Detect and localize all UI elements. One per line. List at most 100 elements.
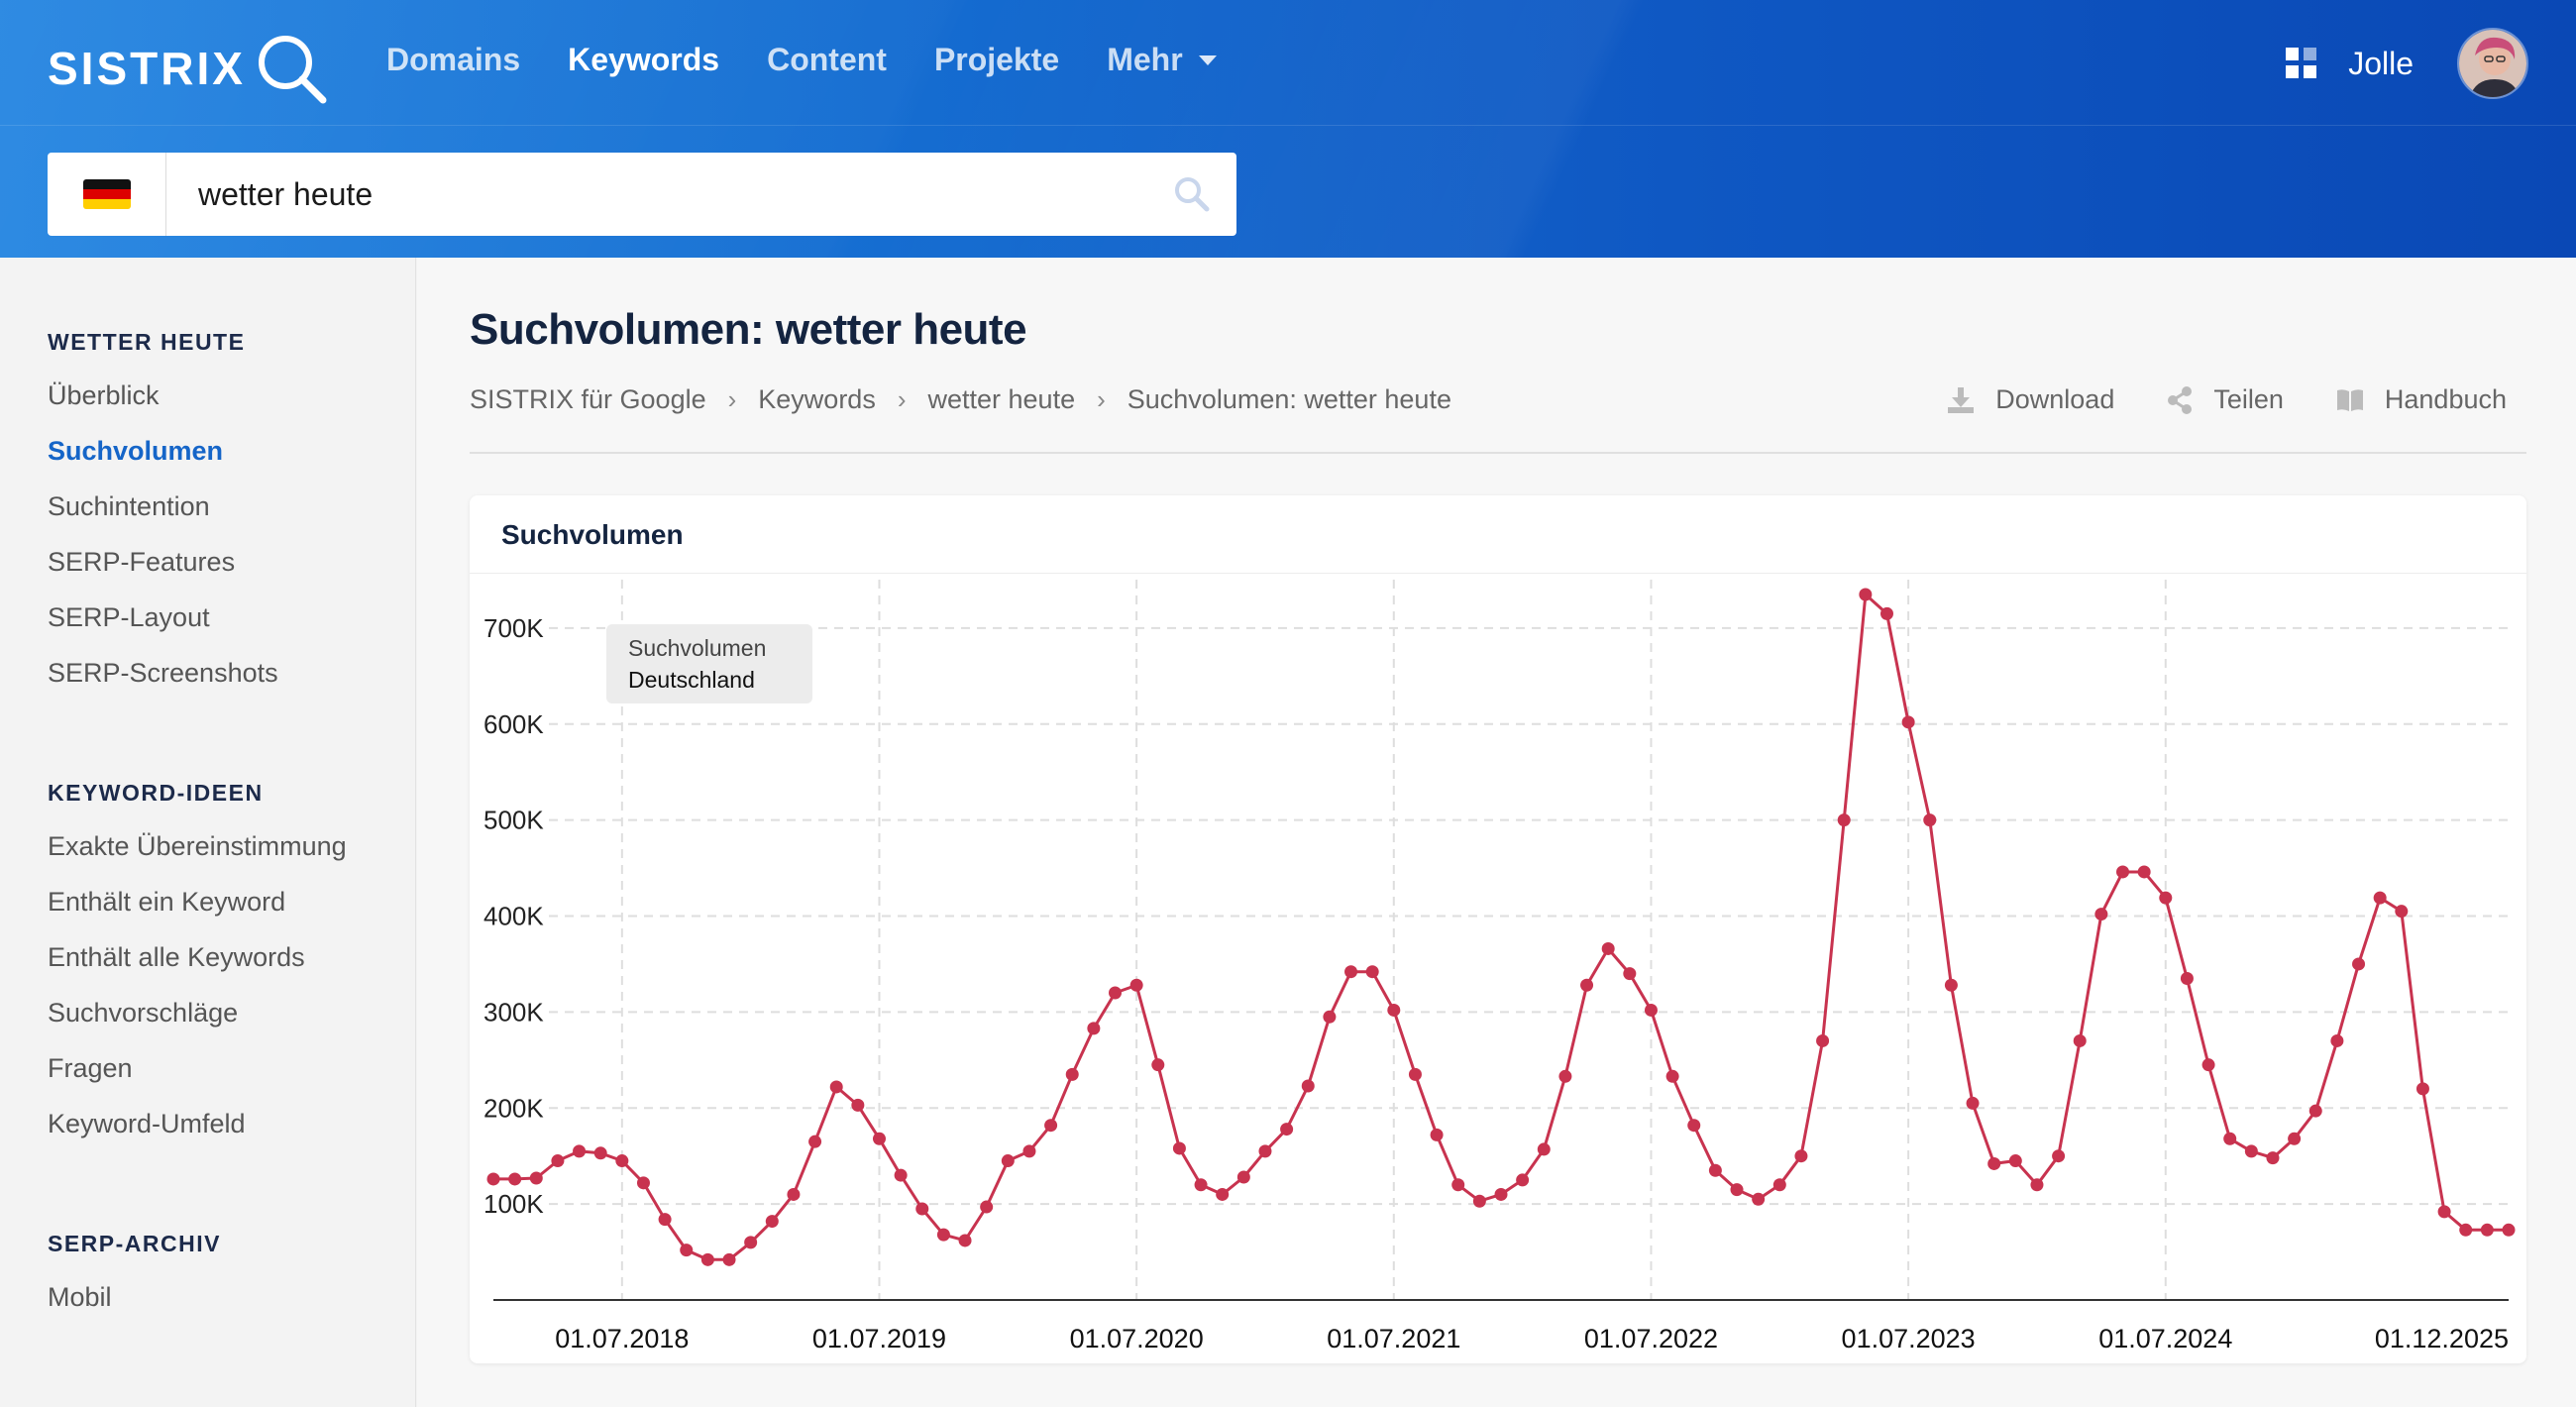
data-point[interactable]: [2094, 908, 2108, 921]
data-point[interactable]: [915, 1202, 929, 1216]
breadcrumb-item-sistrix[interactable]: SISTRIX für Google: [470, 384, 706, 414]
data-point[interactable]: [1151, 1058, 1165, 1072]
chart-legend[interactable]: Suchvolumen Deutschland: [606, 624, 812, 704]
data-point[interactable]: [1451, 1178, 1465, 1192]
data-point[interactable]: [1601, 941, 1615, 955]
data-point[interactable]: [1644, 1003, 1658, 1017]
data-point[interactable]: [1623, 967, 1637, 981]
data-point[interactable]: [1387, 1003, 1401, 1017]
data-point[interactable]: [2480, 1223, 2494, 1237]
avatar[interactable]: [2457, 28, 2528, 99]
data-point[interactable]: [1129, 978, 1143, 992]
data-point[interactable]: [1109, 986, 1123, 1000]
data-point[interactable]: [636, 1176, 650, 1190]
data-point[interactable]: [508, 1172, 522, 1186]
data-point[interactable]: [658, 1213, 672, 1227]
data-point[interactable]: [1430, 1128, 1444, 1141]
download-button[interactable]: Download: [1946, 384, 2114, 415]
data-point[interactable]: [1837, 813, 1851, 827]
data-point[interactable]: [1022, 1144, 1036, 1158]
sidebar-item-serp-screenshots[interactable]: SERP-Screenshots: [48, 658, 278, 688]
data-point[interactable]: [2008, 1154, 2022, 1168]
sidebar-item-enthält-ein-keyword[interactable]: Enthält ein Keyword: [48, 887, 286, 917]
data-point[interactable]: [1665, 1069, 1679, 1083]
sidebar-item-exakte-übereinstimmung[interactable]: Exakte Übereinstimmung: [48, 831, 347, 861]
data-point[interactable]: [615, 1154, 629, 1168]
data-point[interactable]: [2330, 1033, 2344, 1047]
sidebar-item-suchvorschläge[interactable]: Suchvorschläge: [48, 998, 239, 1028]
sidebar-item-mobil[interactable]: Mobil: [48, 1282, 112, 1312]
data-point[interactable]: [1323, 1010, 1337, 1024]
data-point[interactable]: [2180, 971, 2194, 985]
breadcrumb-item-keyword[interactable]: wetter heute: [927, 384, 1076, 414]
breadcrumb-item-keywords[interactable]: Keywords: [758, 384, 876, 414]
data-point[interactable]: [551, 1154, 565, 1168]
data-point[interactable]: [1558, 1069, 1572, 1083]
sidebar-item-suchvolumen[interactable]: Suchvolumen: [48, 436, 224, 466]
data-point[interactable]: [2030, 1178, 2044, 1192]
sidebar-item-suchintention[interactable]: Suchintention: [48, 491, 210, 521]
data-point[interactable]: [2502, 1223, 2516, 1237]
data-point[interactable]: [1580, 978, 1594, 992]
data-point[interactable]: [1472, 1194, 1486, 1208]
data-point[interactable]: [829, 1080, 843, 1094]
data-point[interactable]: [1966, 1096, 1980, 1110]
data-point[interactable]: [529, 1171, 543, 1185]
sidebar-item-fragen[interactable]: Fragen: [48, 1053, 133, 1083]
data-point[interactable]: [2073, 1033, 2087, 1047]
data-point[interactable]: [1794, 1149, 1808, 1163]
data-point[interactable]: [1001, 1154, 1015, 1168]
data-point[interactable]: [1859, 588, 1873, 601]
data-point[interactable]: [1901, 715, 1915, 729]
data-point[interactable]: [1365, 965, 1379, 979]
data-point[interactable]: [2116, 865, 2130, 879]
data-point[interactable]: [1516, 1173, 1530, 1187]
data-point[interactable]: [851, 1098, 865, 1112]
nav-item-domains[interactable]: Domains: [386, 42, 520, 78]
data-point[interactable]: [486, 1172, 500, 1186]
data-point[interactable]: [1687, 1119, 1701, 1133]
sidebar-item-überblick[interactable]: Überblick: [48, 380, 160, 410]
sidebar-item-keyword-umfeld[interactable]: Keyword-Umfeld: [48, 1109, 246, 1138]
data-point[interactable]: [1408, 1067, 1422, 1081]
data-point[interactable]: [1280, 1123, 1294, 1136]
data-point[interactable]: [980, 1200, 994, 1214]
data-point[interactable]: [808, 1135, 822, 1148]
data-point[interactable]: [722, 1252, 736, 1266]
data-point[interactable]: [1065, 1067, 1079, 1081]
sistrix-logo[interactable]: SISTRIX: [48, 30, 329, 107]
data-point[interactable]: [2159, 891, 2173, 905]
data-point[interactable]: [1172, 1141, 1186, 1155]
search-button[interactable]: [1147, 153, 1236, 236]
data-point[interactable]: [680, 1244, 694, 1257]
data-point[interactable]: [2415, 1082, 2429, 1096]
data-point[interactable]: [1236, 1170, 1250, 1184]
data-point[interactable]: [1494, 1187, 1508, 1201]
data-point[interactable]: [787, 1187, 801, 1201]
data-point[interactable]: [2437, 1205, 2451, 1219]
data-point[interactable]: [936, 1228, 950, 1242]
sidebar-item-enthält-alle-keywords[interactable]: Enthält alle Keywords: [48, 942, 305, 972]
data-point[interactable]: [1923, 813, 1937, 827]
data-point[interactable]: [2244, 1144, 2258, 1158]
data-point[interactable]: [1044, 1119, 1058, 1133]
data-point[interactable]: [958, 1234, 972, 1247]
search-input[interactable]: [166, 155, 1147, 234]
country-selector[interactable]: [48, 153, 166, 236]
data-point[interactable]: [2308, 1104, 2322, 1118]
share-button[interactable]: Teilen: [2166, 384, 2284, 415]
apps-grid-icon[interactable]: [2285, 47, 2318, 80]
data-point[interactable]: [2223, 1132, 2237, 1145]
sidebar-item-serp-features[interactable]: SERP-Features: [48, 547, 236, 577]
data-point[interactable]: [2052, 1149, 2066, 1163]
data-point[interactable]: [2459, 1223, 2473, 1237]
data-point[interactable]: [1344, 965, 1358, 979]
data-point[interactable]: [573, 1144, 587, 1158]
data-point[interactable]: [2201, 1058, 2215, 1072]
data-point[interactable]: [593, 1146, 607, 1160]
data-point[interactable]: [1772, 1178, 1786, 1192]
data-point[interactable]: [872, 1132, 886, 1145]
data-point[interactable]: [1537, 1142, 1551, 1156]
data-point[interactable]: [1730, 1183, 1744, 1197]
data-point[interactable]: [1987, 1156, 2001, 1170]
